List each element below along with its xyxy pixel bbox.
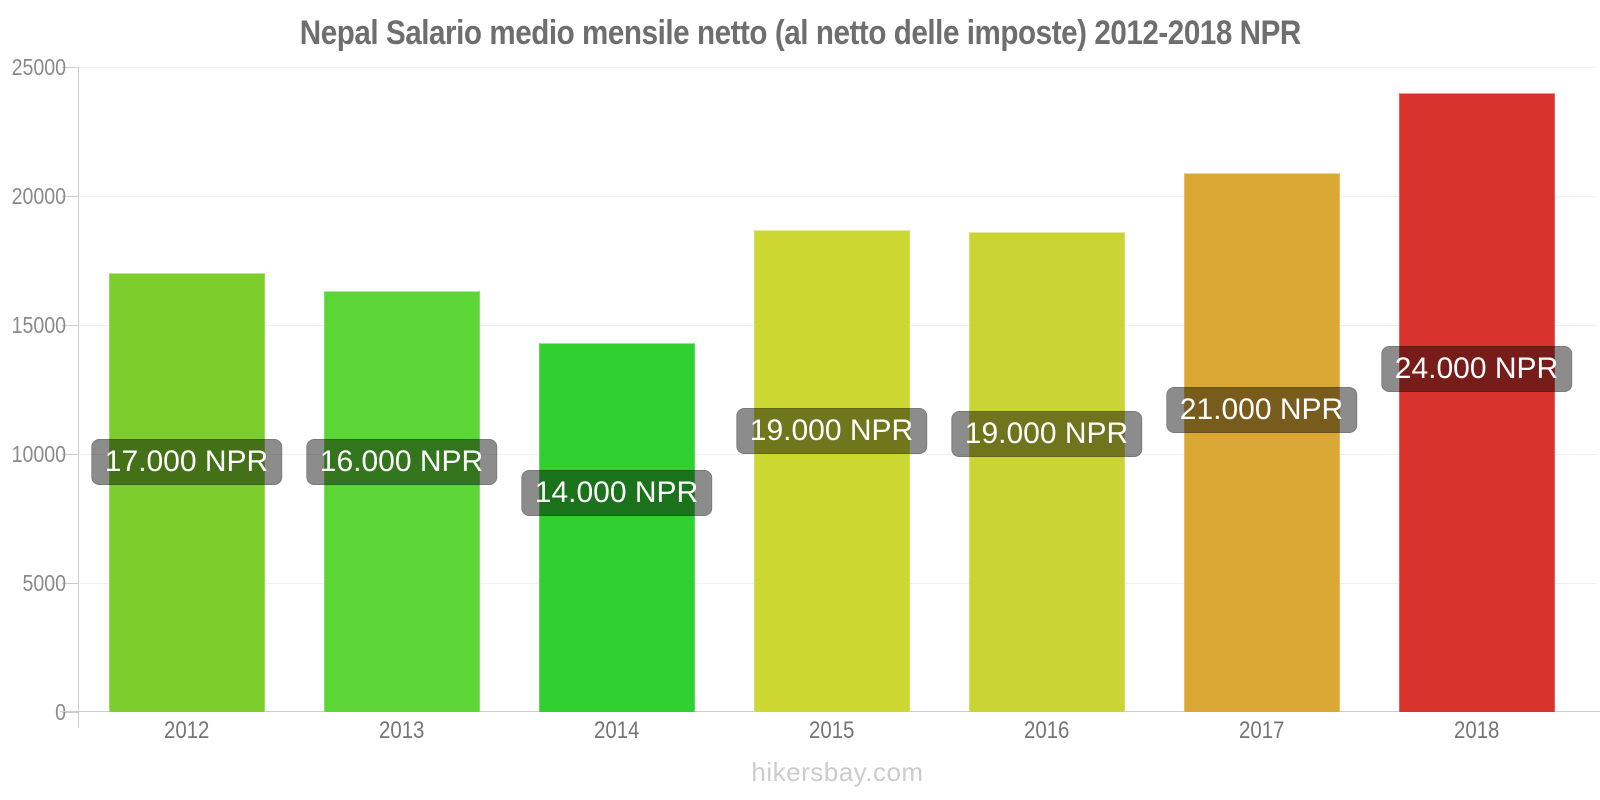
bar	[1183, 172, 1340, 712]
bar	[753, 229, 910, 712]
bar	[108, 273, 265, 712]
bar-value-badge: 21.000 NPR	[1165, 387, 1358, 434]
watermark: hikersbay.com	[751, 757, 924, 787]
bar-value-badge: 19.000 NPR	[735, 408, 928, 455]
x-tick-label: 2013	[378, 717, 425, 744]
y-tick-label: 5000	[22, 570, 66, 596]
bar-value-badge: 24.000 NPR	[1380, 345, 1573, 392]
y-gridline	[79, 66, 1596, 68]
y-tick-mark	[62, 582, 79, 584]
y-gridline	[79, 195, 1596, 197]
bar-value-badge: 19.000 NPR	[950, 411, 1143, 458]
bar-value-badge: 14.000 NPR	[520, 469, 713, 516]
x-tick-label: 2014	[593, 717, 640, 744]
bar	[1398, 92, 1555, 712]
bar-value-badge: 17.000 NPR	[90, 438, 283, 485]
x-tick-label: 2012	[163, 717, 210, 744]
chart-title: Nepal Salario medio mensile netto (al ne…	[299, 14, 1301, 52]
y-tick-label: 25000	[11, 54, 66, 80]
bar-value-badge: 16.000 NPR	[305, 439, 498, 486]
bar	[538, 343, 695, 712]
bar	[968, 232, 1125, 712]
y-tick-label: 10000	[11, 441, 66, 467]
y-axis-line	[78, 67, 79, 728]
y-tick-label: 15000	[11, 312, 66, 338]
x-tick-label: 2018	[1453, 717, 1500, 744]
x-tick-label: 2017	[1238, 717, 1285, 744]
y-tick-mark	[62, 324, 79, 326]
x-tick-label: 2015	[808, 717, 855, 744]
bar	[323, 291, 480, 712]
y-tick-label: 20000	[11, 183, 66, 209]
x-tick-label: 2016	[1023, 717, 1070, 744]
y-tick-label: 0	[55, 699, 66, 725]
y-tick-mark	[62, 711, 79, 713]
y-tick-mark	[62, 195, 79, 197]
y-tick-mark	[62, 66, 79, 68]
y-tick-mark	[62, 453, 79, 455]
